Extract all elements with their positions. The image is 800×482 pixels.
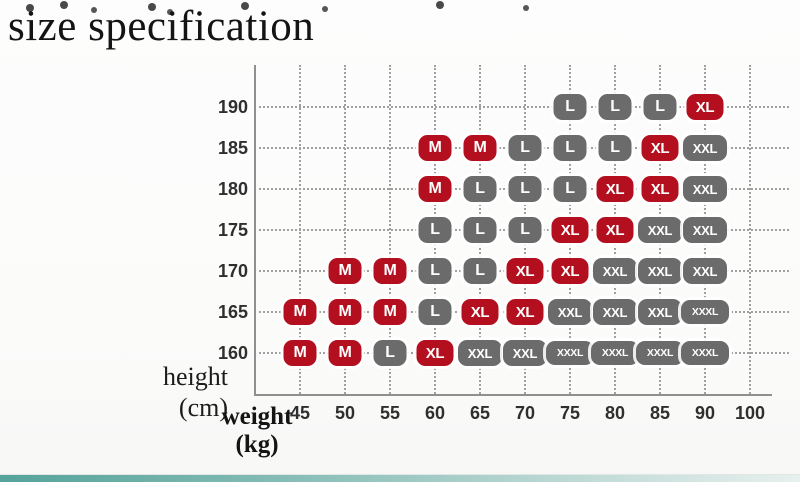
x-tick-label: 45 (289, 403, 311, 423)
size-badge: M (328, 258, 362, 284)
size-badge: XL (551, 258, 589, 284)
y-tick-label: 160 (217, 343, 248, 363)
size-badge: XXL (503, 340, 547, 366)
size-badge: M (328, 299, 362, 325)
size-badge: XXL (458, 340, 502, 366)
size-badge: XXL (638, 299, 682, 325)
size-badge: L (553, 176, 587, 202)
size-badge: L (508, 217, 542, 243)
size-badge: M (463, 135, 497, 161)
size-badge: XL (686, 94, 724, 120)
size-badge: M (418, 135, 452, 161)
size-badge: XL (596, 217, 634, 243)
y-tick-label: 190 (217, 97, 248, 117)
size-badge: L (508, 135, 542, 161)
x-axis-line (254, 394, 772, 396)
size-badge: XL (506, 299, 544, 325)
x-tick-label: 90 (694, 403, 716, 423)
x-tick-label: 100 (734, 403, 766, 423)
size-badge: L (643, 94, 677, 120)
size-badge: XXL (593, 258, 637, 284)
y-axis-label-title: height (163, 362, 228, 391)
size-badge: M (418, 176, 452, 202)
footer-accent-bar (0, 474, 800, 482)
size-badge: L (463, 176, 497, 202)
y-tick-label: 185 (217, 138, 248, 158)
size-badge: XXXL (681, 341, 729, 365)
size-badge: XL (416, 340, 454, 366)
size-badge: XXL (593, 299, 637, 325)
size-badge: M (328, 340, 362, 366)
x-axis-label-unit: (kg) (235, 431, 279, 458)
x-tick-label: 70 (514, 403, 536, 423)
size-badge: XXL (683, 217, 727, 243)
y-tick-label: 165 (217, 302, 248, 322)
y-axis-line (254, 65, 256, 396)
size-badge: L (463, 217, 497, 243)
x-axis-label: weight (kg) (219, 403, 295, 459)
size-badge: XXL (548, 299, 592, 325)
x-tick-label: 55 (379, 403, 401, 423)
size-badge: L (598, 94, 632, 120)
x-axis-label-title: weight (221, 403, 293, 430)
x-tick-label: 50 (334, 403, 356, 423)
size-badge: XL (641, 176, 679, 202)
y-tick-label: 180 (217, 179, 248, 199)
size-badge: XXXL (546, 341, 594, 365)
size-badge: M (373, 299, 407, 325)
x-tick-label: 85 (649, 403, 671, 423)
size-badge: XXXL (636, 341, 684, 365)
size-badge: M (373, 258, 407, 284)
size-badge: XXL (638, 217, 682, 243)
size-badge: L (598, 135, 632, 161)
x-tick-label: 80 (604, 403, 626, 423)
size-badge: XL (506, 258, 544, 284)
y-tick-label: 175 (217, 220, 248, 240)
size-badge: L (553, 135, 587, 161)
x-tick-label: 60 (424, 403, 446, 423)
size-badge: L (553, 94, 587, 120)
y-tick-label: 170 (217, 261, 248, 281)
size-badge: L (418, 299, 452, 325)
size-badge: XL (461, 299, 499, 325)
size-badge: L (463, 258, 497, 284)
x-tick-label: 65 (469, 403, 491, 423)
page-title: size specification (8, 3, 315, 50)
size-badge: XXL (683, 258, 727, 284)
size-badge: XL (551, 217, 589, 243)
size-badge: XXL (683, 135, 727, 161)
y-axis-label: height (cm) (130, 362, 228, 423)
size-badge: XXXL (681, 300, 729, 324)
y-axis-label-unit: (cm) (178, 392, 228, 422)
x-tick-label: 75 (559, 403, 581, 423)
size-badge: XXL (638, 258, 682, 284)
size-badge: L (418, 217, 452, 243)
size-badge: L (373, 340, 407, 366)
size-badge: L (418, 258, 452, 284)
size-badge: L (508, 176, 542, 202)
size-badge: XL (641, 135, 679, 161)
grid-row-line (254, 106, 789, 108)
size-badge: M (283, 299, 317, 325)
size-badge: M (283, 340, 317, 366)
size-badge: XXL (683, 176, 727, 202)
size-badge: XXXL (591, 341, 639, 365)
size-badge: XL (596, 176, 634, 202)
